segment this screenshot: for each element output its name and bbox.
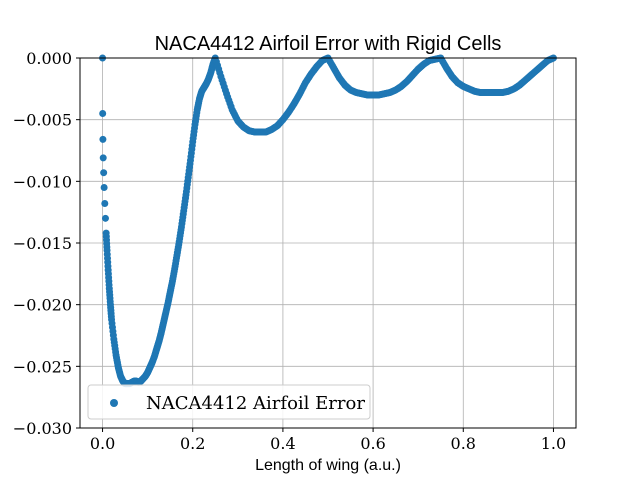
x-tick-label: 0.0 xyxy=(90,434,115,453)
x-tick-label: 0.6 xyxy=(360,434,385,453)
x-tick-label: 0.8 xyxy=(451,434,476,453)
y-tick-label: −0.020 xyxy=(13,296,72,315)
x-tick-label: 1.0 xyxy=(541,434,566,453)
axis-ticks: 0.0 0.2 0.4 0.6 0.8 1.0 0.000 −0.005 −0.010 −0.01… xyxy=(13,49,566,453)
y-tick-label: −0.030 xyxy=(13,419,72,438)
data-point xyxy=(100,169,108,177)
y-tick-label: −0.025 xyxy=(13,357,72,376)
y-tick-label: −0.005 xyxy=(13,111,72,130)
legend-marker xyxy=(110,399,118,407)
data-point xyxy=(100,184,108,191)
y-tick-label: −0.015 xyxy=(13,234,72,253)
scatter-series xyxy=(99,54,557,388)
chart-title: NACA4412 Airfoil Error with Rigid Cells xyxy=(155,33,502,55)
x-tick-label: 0.4 xyxy=(270,434,295,453)
data-point xyxy=(99,135,107,143)
legend-label: NACA4412 Airfoil Error xyxy=(146,393,365,414)
data-point xyxy=(101,200,109,208)
y-tick-label: −0.010 xyxy=(13,172,72,191)
data-point xyxy=(99,110,107,117)
x-tick-label: 0.2 xyxy=(180,434,205,453)
y-tick-label: 0.000 xyxy=(26,49,72,68)
x-axis-label: Length of wing (a.u.) xyxy=(255,457,401,474)
legend-box xyxy=(87,384,371,420)
data-point xyxy=(101,214,109,222)
legend: NACA4412 Airfoil Error xyxy=(87,384,371,420)
data-point xyxy=(99,154,107,162)
